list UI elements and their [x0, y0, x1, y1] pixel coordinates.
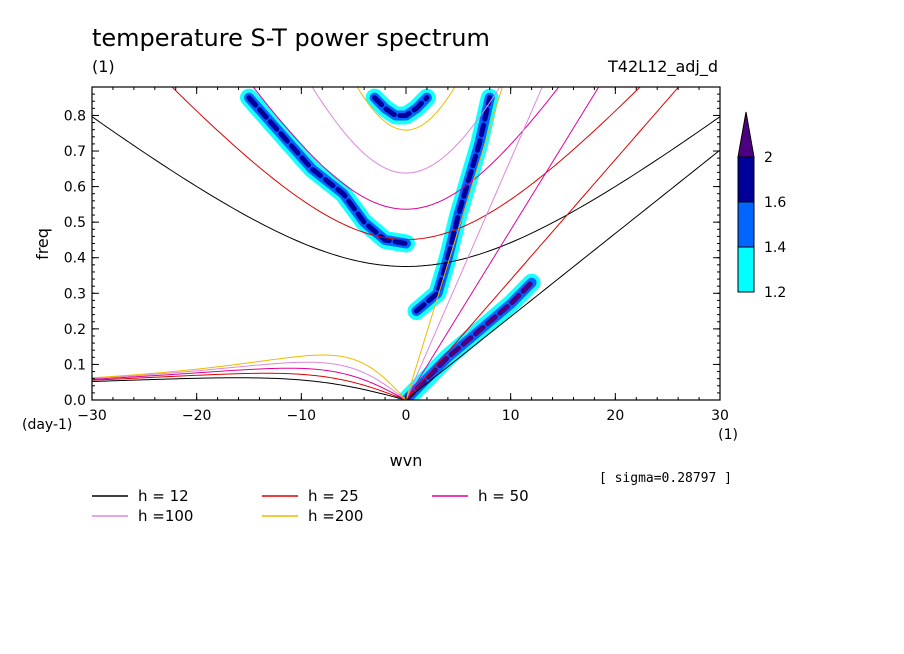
- gravity-curve-h200: [356, 87, 456, 131]
- legend-label: h = 12: [138, 487, 189, 505]
- colorbar-segment: [737, 246, 755, 293]
- kelvin-curve-h200: [405, 87, 503, 400]
- legend-label: h = 50: [478, 487, 529, 505]
- y-tick-label: 0.8: [64, 108, 86, 124]
- dispersion-curves: [92, 87, 720, 400]
- x-tick-label: 0: [402, 408, 411, 424]
- colorbar-segment: [737, 156, 755, 203]
- x-tick-label: 20: [606, 408, 624, 424]
- x-tick-label: −30: [77, 408, 107, 424]
- feature-eastward-branch-core: [403, 280, 535, 400]
- rossby-curve-h50: [92, 367, 407, 400]
- y-tick-label: 0.0: [64, 393, 86, 409]
- colorbar-label: 2: [764, 150, 773, 166]
- y-tick-label: 0.1: [64, 357, 86, 373]
- y-tick-label: 0.7: [64, 144, 86, 160]
- colorbar-label: 1.4: [764, 240, 786, 256]
- gravity-curve-h100: [311, 87, 501, 174]
- y-axis-label: freq: [33, 228, 52, 260]
- y-tick-label: 0.6: [64, 180, 86, 196]
- rossby-curve-h200: [92, 354, 407, 400]
- x-tick-label: 30: [711, 408, 729, 424]
- colorbar-label: 1.2: [764, 285, 786, 301]
- gravity-curve-h50: [252, 87, 560, 210]
- y-tick-label: 0.5: [64, 215, 86, 231]
- rossby-curve-h100: [92, 361, 407, 400]
- x-tick-label: 10: [502, 408, 520, 424]
- sigma-note: [ sigma=0.28797 ]: [599, 471, 732, 486]
- kelvin-curve-h25: [405, 87, 680, 400]
- y-tick-label: 0.4: [64, 251, 86, 267]
- rossby-curve-h25: [92, 372, 407, 400]
- spectral-features: [240, 88, 541, 400]
- legend-label: h = 25: [308, 487, 359, 505]
- colorbar-arrow: [737, 111, 755, 158]
- y-tick-label: 0.3: [64, 286, 86, 302]
- kelvin-curve-h50: [405, 87, 600, 400]
- colorbar: 1.2 1.4 1.6 2: [737, 111, 786, 301]
- colorbar-segment: [737, 201, 755, 248]
- y-axis-unit: (day-1): [22, 417, 72, 433]
- colorbar-label: 1.6: [764, 195, 786, 211]
- x-tick-label: −20: [182, 408, 212, 424]
- subtitle-left: (1): [92, 57, 115, 76]
- feature-eastward-upper-core: [413, 95, 493, 314]
- gravity-curve-h12: [92, 116, 720, 267]
- kelvin-curve-h100: [405, 87, 543, 400]
- y-tick-label: 0.2: [64, 322, 86, 338]
- y-axis-ticks: 0.0 0.1 0.2 0.3 0.4 0.5 0.6 0.7 0.8: [64, 86, 720, 409]
- feature-gravity-upper-core: [372, 95, 430, 118]
- x-tick-label: −10: [287, 408, 317, 424]
- subtitle-right: T42L12_adj_d: [607, 57, 718, 77]
- rossby-curve-h12: [92, 377, 407, 400]
- chart-title: temperature S-T power spectrum: [92, 24, 490, 52]
- x-axis-ticks: −30 −20 −10 0 10 20 30: [77, 87, 729, 424]
- gravity-curve-h25: [171, 87, 641, 241]
- feature-westward-branch-core: [246, 95, 409, 246]
- legend-label: h =100: [138, 507, 193, 525]
- kelvin-curve-h12: [405, 149, 720, 400]
- x-axis-label: wvn: [390, 451, 423, 470]
- x-axis-unit: (1): [718, 427, 738, 443]
- legend: h = 12 h = 25 h = 50 h =100 h =200: [92, 487, 529, 525]
- legend-label: h =200: [308, 507, 363, 525]
